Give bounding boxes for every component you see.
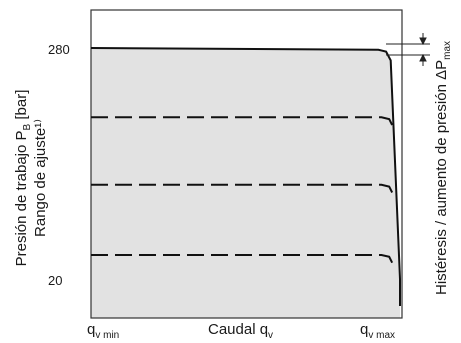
series-line-dashed-1 <box>91 116 394 126</box>
shaded-region <box>91 48 400 318</box>
x-axis-label: Caudal qv <box>208 321 273 341</box>
series-line-dashed-2 <box>91 183 394 194</box>
y-tick-280: 280 <box>48 42 70 57</box>
series-layer <box>90 47 401 306</box>
series-line-dashed-3 <box>91 254 394 264</box>
y-tick-20: 20 <box>48 273 62 288</box>
y-axis-label-line1: Presión de trabajo PB [bar] <box>13 90 33 267</box>
plot-frame <box>90 9 403 319</box>
right-axis-label: Histéresis / aumento de presión ΔPmax <box>433 41 453 295</box>
x-tick-qv-min: qv min <box>87 321 119 341</box>
y-axis-label-line2: Rango de ajuste¹⁾ <box>32 119 49 237</box>
series-line-max <box>90 47 401 306</box>
x-tick-qv-max: qv max <box>360 321 395 341</box>
hysteresis-marker <box>386 33 430 66</box>
